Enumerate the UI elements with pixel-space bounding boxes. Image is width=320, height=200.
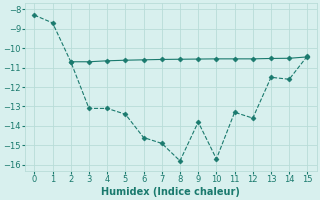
X-axis label: Humidex (Indice chaleur): Humidex (Indice chaleur) — [101, 187, 240, 197]
